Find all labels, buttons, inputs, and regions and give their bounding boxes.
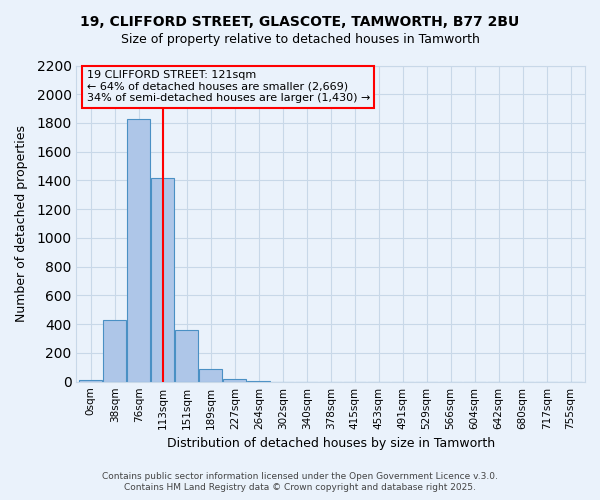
Text: 19 CLIFFORD STREET: 121sqm
← 64% of detached houses are smaller (2,669)
34% of s: 19 CLIFFORD STREET: 121sqm ← 64% of deta… [86, 70, 370, 103]
Text: Contains public sector information licensed under the Open Government Licence v.: Contains public sector information licen… [102, 472, 498, 481]
Y-axis label: Number of detached properties: Number of detached properties [15, 125, 28, 322]
Text: 19, CLIFFORD STREET, GLASCOTE, TAMWORTH, B77 2BU: 19, CLIFFORD STREET, GLASCOTE, TAMWORTH,… [80, 15, 520, 29]
Bar [175, 330, 198, 382]
Text: Contains HM Land Registry data © Crown copyright and database right 2025.: Contains HM Land Registry data © Crown c… [124, 484, 476, 492]
Bar [127, 118, 150, 382]
X-axis label: Distribution of detached houses by size in Tamworth: Distribution of detached houses by size … [167, 437, 495, 450]
Bar [223, 378, 246, 382]
Bar [199, 370, 222, 382]
Bar [79, 380, 102, 382]
Bar [103, 320, 126, 382]
Bar [247, 381, 270, 382]
Text: Size of property relative to detached houses in Tamworth: Size of property relative to detached ho… [121, 32, 479, 46]
Bar [151, 178, 174, 382]
